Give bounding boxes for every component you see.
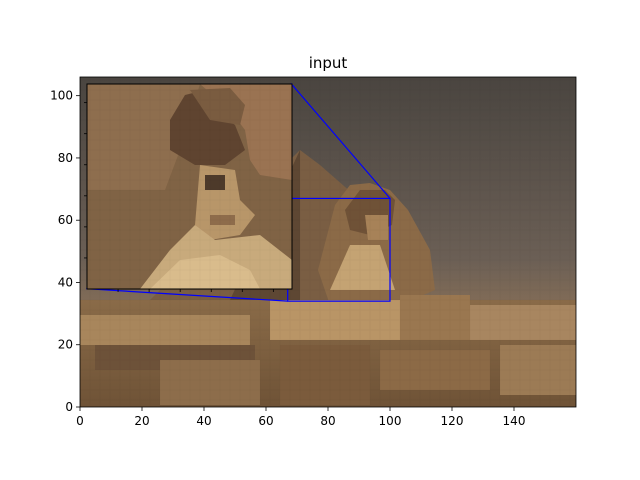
x-tick-label: 140 xyxy=(503,414,526,428)
chart-title: input xyxy=(309,54,348,72)
x-tick-label: 20 xyxy=(134,414,149,428)
inset-connector-line-bottom xyxy=(86,288,288,302)
y-tick-label: 40 xyxy=(58,275,73,289)
x-axis-ticks: 0 20 40 60 80 100 120 140 xyxy=(76,407,525,428)
x-tick-label: 100 xyxy=(379,414,402,428)
inset-axes-ticks xyxy=(84,102,274,292)
x-tick-label: 80 xyxy=(320,414,335,428)
inset-connector-line-top xyxy=(290,82,391,199)
x-tick-label: 120 xyxy=(441,414,464,428)
y-tick-label: 100 xyxy=(50,89,73,103)
y-tick-label: 20 xyxy=(58,338,73,352)
inset-zoom-image xyxy=(87,84,292,289)
x-tick-label: 0 xyxy=(76,414,84,428)
x-tick-label: 60 xyxy=(258,414,273,428)
y-tick-label: 60 xyxy=(58,213,73,227)
y-axis-ticks: 0 20 40 60 80 100 xyxy=(50,89,80,414)
x-tick-label: 40 xyxy=(196,414,211,428)
y-tick-label: 80 xyxy=(58,151,73,165)
y-tick-label: 0 xyxy=(65,400,73,414)
inset-axes-frame xyxy=(86,83,293,290)
